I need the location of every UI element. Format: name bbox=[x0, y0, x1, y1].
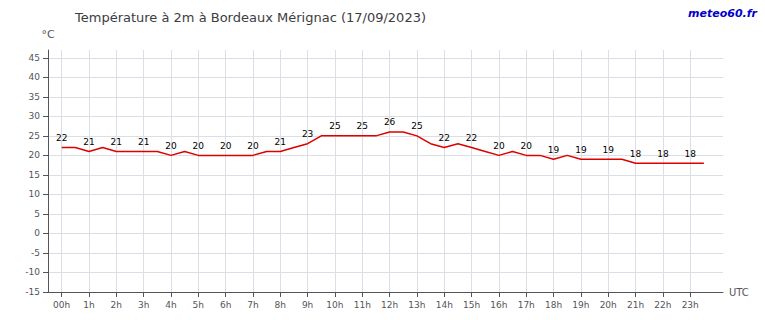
svg-text:18h: 18h bbox=[545, 300, 562, 310]
svg-text:UTC: UTC bbox=[729, 287, 749, 298]
svg-text:20: 20 bbox=[165, 141, 177, 151]
svg-text:21: 21 bbox=[83, 137, 94, 147]
svg-text:0: 0 bbox=[34, 228, 40, 238]
svg-text:20: 20 bbox=[193, 141, 205, 151]
svg-text:21: 21 bbox=[275, 137, 286, 147]
svg-text:25: 25 bbox=[357, 121, 368, 131]
svg-text:19: 19 bbox=[602, 145, 614, 155]
svg-text:19: 19 bbox=[548, 145, 560, 155]
svg-text:10: 10 bbox=[29, 189, 41, 199]
svg-text:13h: 13h bbox=[408, 300, 425, 310]
svg-text:20: 20 bbox=[29, 150, 41, 160]
svg-text:5h: 5h bbox=[193, 300, 204, 310]
svg-text:6h: 6h bbox=[220, 300, 231, 310]
svg-text:20h: 20h bbox=[600, 300, 617, 310]
svg-text:7h: 7h bbox=[247, 300, 258, 310]
svg-text:21h: 21h bbox=[627, 300, 644, 310]
svg-text:20: 20 bbox=[521, 141, 533, 151]
svg-text:25: 25 bbox=[29, 131, 40, 141]
svg-text:-5: -5 bbox=[31, 248, 40, 258]
svg-text:5: 5 bbox=[34, 209, 40, 219]
svg-text:14h: 14h bbox=[436, 300, 453, 310]
svg-text:meteo60.fr: meteo60.fr bbox=[688, 7, 757, 20]
svg-text:9h: 9h bbox=[302, 300, 313, 310]
svg-text:-15: -15 bbox=[25, 287, 40, 297]
svg-text:30: 30 bbox=[29, 111, 41, 121]
svg-text:19: 19 bbox=[575, 145, 587, 155]
svg-text:2h: 2h bbox=[111, 300, 122, 310]
svg-text:18: 18 bbox=[684, 149, 696, 159]
svg-text:19h: 19h bbox=[572, 300, 589, 310]
svg-text:20: 20 bbox=[247, 141, 259, 151]
svg-text:40: 40 bbox=[29, 72, 41, 82]
svg-text:20: 20 bbox=[220, 141, 232, 151]
svg-text:16h: 16h bbox=[490, 300, 507, 310]
svg-text:22h: 22h bbox=[654, 300, 671, 310]
svg-text:18: 18 bbox=[657, 149, 669, 159]
svg-text:23: 23 bbox=[302, 129, 313, 139]
svg-text:15: 15 bbox=[29, 170, 40, 180]
svg-text:20: 20 bbox=[493, 141, 505, 151]
svg-text:-10: -10 bbox=[25, 267, 40, 277]
svg-text:12h: 12h bbox=[381, 300, 398, 310]
svg-text:45: 45 bbox=[29, 53, 40, 63]
svg-text:22: 22 bbox=[466, 133, 477, 143]
svg-text:00h: 00h bbox=[53, 300, 70, 310]
svg-text:3h: 3h bbox=[138, 300, 149, 310]
svg-text:21: 21 bbox=[138, 137, 149, 147]
svg-text:17h: 17h bbox=[518, 300, 535, 310]
svg-text:35: 35 bbox=[29, 92, 40, 102]
svg-text:21: 21 bbox=[111, 137, 122, 147]
svg-text:26: 26 bbox=[384, 117, 396, 127]
svg-text:8h: 8h bbox=[275, 300, 286, 310]
svg-text:25: 25 bbox=[329, 121, 340, 131]
svg-text:4h: 4h bbox=[165, 300, 176, 310]
svg-text:°C: °C bbox=[41, 28, 55, 41]
svg-text:1h: 1h bbox=[83, 300, 94, 310]
svg-text:25: 25 bbox=[411, 121, 422, 131]
svg-text:Température à 2m à Bordeaux Mé: Température à 2m à Bordeaux Mérignac (17… bbox=[74, 10, 426, 25]
svg-text:22: 22 bbox=[56, 133, 67, 143]
svg-text:10h: 10h bbox=[326, 300, 343, 310]
svg-text:11h: 11h bbox=[354, 300, 371, 310]
svg-text:22: 22 bbox=[439, 133, 450, 143]
svg-text:23h: 23h bbox=[682, 300, 699, 310]
svg-text:15h: 15h bbox=[463, 300, 480, 310]
svg-text:18: 18 bbox=[630, 149, 642, 159]
